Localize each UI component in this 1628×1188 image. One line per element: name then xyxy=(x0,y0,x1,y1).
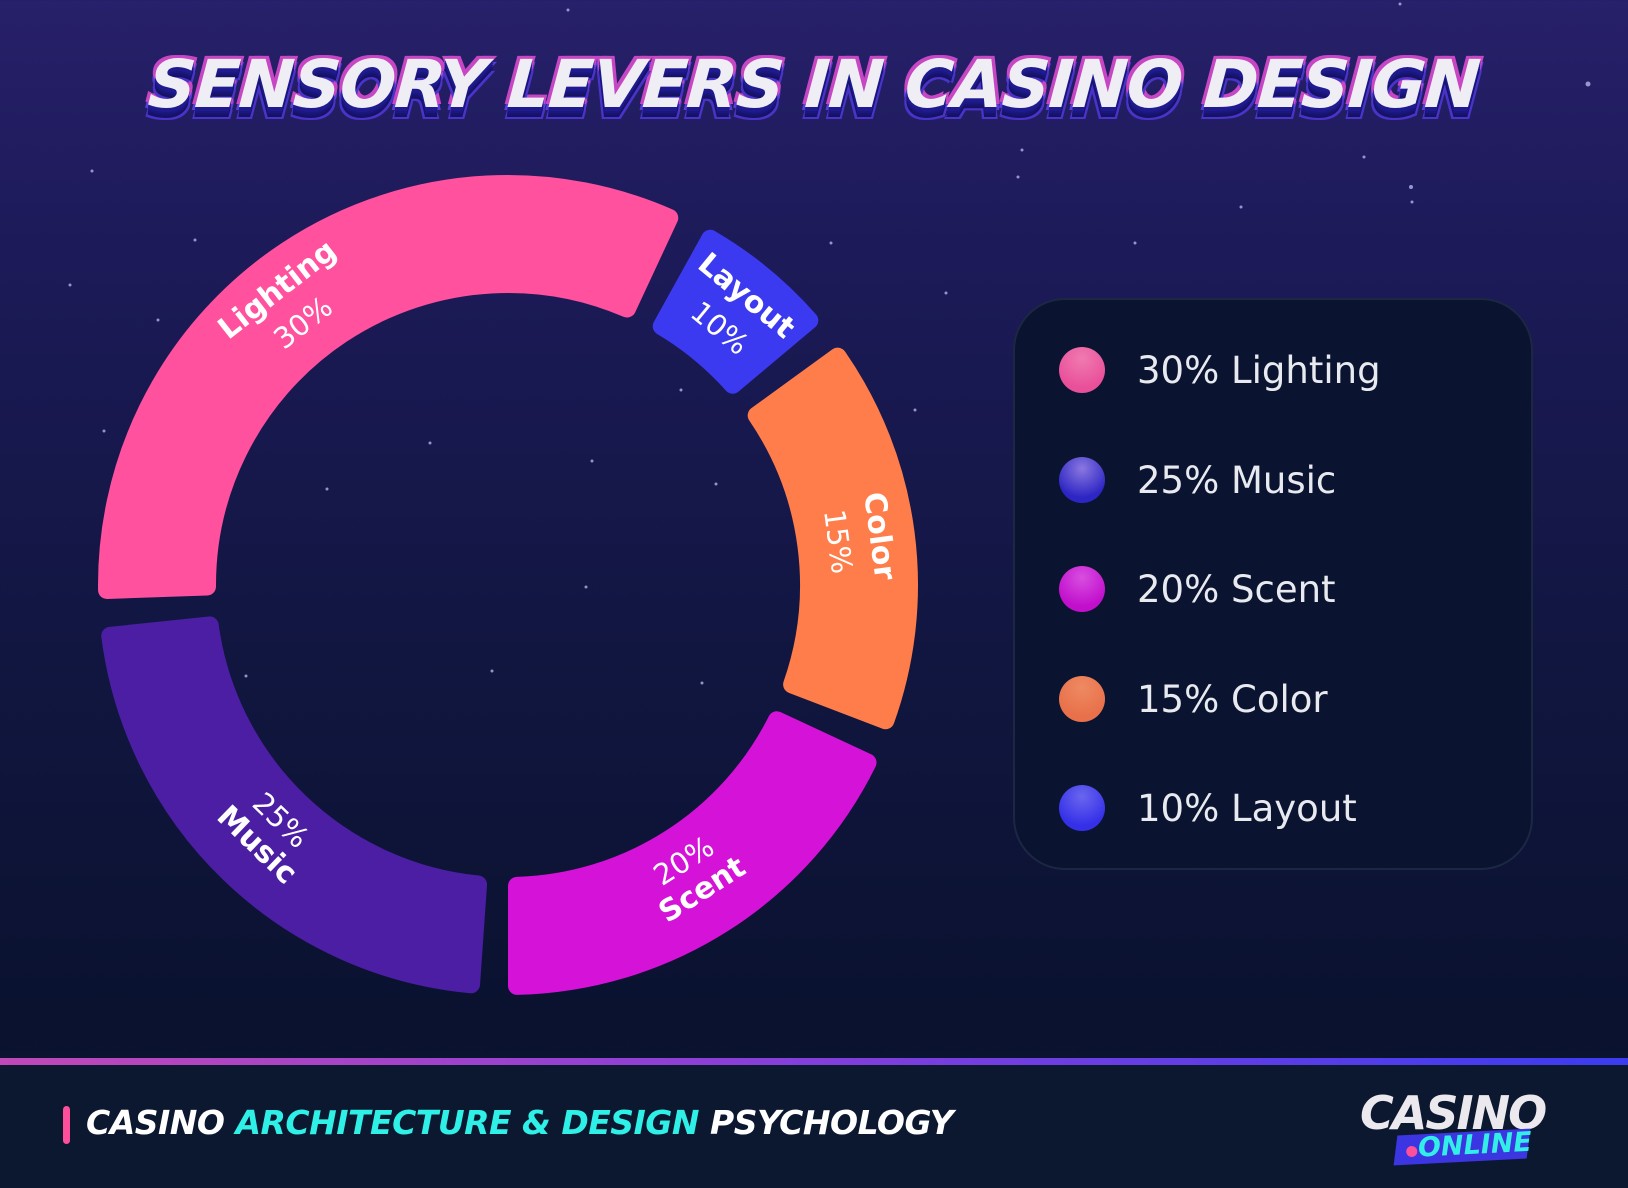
legend-panel: 30% Lighting 25% Music 20% Scent 15% Col… xyxy=(1013,298,1533,870)
logo-subtext: ONLINE xyxy=(1405,1126,1533,1165)
legend-dot-icon xyxy=(1059,785,1105,831)
legend-label: 20% Scent xyxy=(1137,567,1336,611)
footer-accent-bar xyxy=(63,1106,70,1144)
legend-dot-icon xyxy=(1059,347,1105,393)
donut-segment-scent xyxy=(507,711,877,995)
legend-dot-icon xyxy=(1059,676,1105,722)
donut-segment-layout xyxy=(652,229,819,394)
legend-label: 25% Music xyxy=(1137,458,1337,502)
logo-dot-icon xyxy=(1405,1145,1418,1158)
legend-item-layout: 10% Layout xyxy=(1059,783,1357,833)
footer-caption-part3: PSYCHOLOGY xyxy=(699,1103,954,1142)
legend-label: 15% Color xyxy=(1137,677,1328,721)
footer-caption-highlight: ARCHITECTURE & DESIGN xyxy=(235,1103,700,1142)
legend-item-scent: 20% Scent xyxy=(1059,564,1336,614)
segment-percent-label: 15% xyxy=(817,507,859,575)
legend-dot-icon xyxy=(1059,457,1105,503)
legend-item-lighting: 30% Lighting xyxy=(1059,345,1381,395)
donut-segment-music xyxy=(101,616,488,994)
legend-dot-icon xyxy=(1059,566,1105,612)
footer-bar xyxy=(0,1064,1628,1188)
footer-gradient-divider xyxy=(0,1058,1628,1065)
legend-label: 30% Lighting xyxy=(1137,348,1381,392)
legend-item-color: 15% Color xyxy=(1059,674,1328,724)
legend-label: 10% Layout xyxy=(1137,786,1357,830)
donut-segment-lighting xyxy=(98,175,679,599)
footer-caption: CASINO ARCHITECTURE & DESIGN PSYCHOLOGY xyxy=(86,1103,954,1142)
casino-online-logo: CASINO ONLINE xyxy=(1360,1086,1570,1166)
legend-item-music: 25% Music xyxy=(1059,455,1336,505)
footer-caption-part1: CASINO xyxy=(86,1103,236,1142)
logo-subtext-label: ONLINE xyxy=(1417,1126,1533,1164)
donut-segment-color xyxy=(747,347,918,730)
